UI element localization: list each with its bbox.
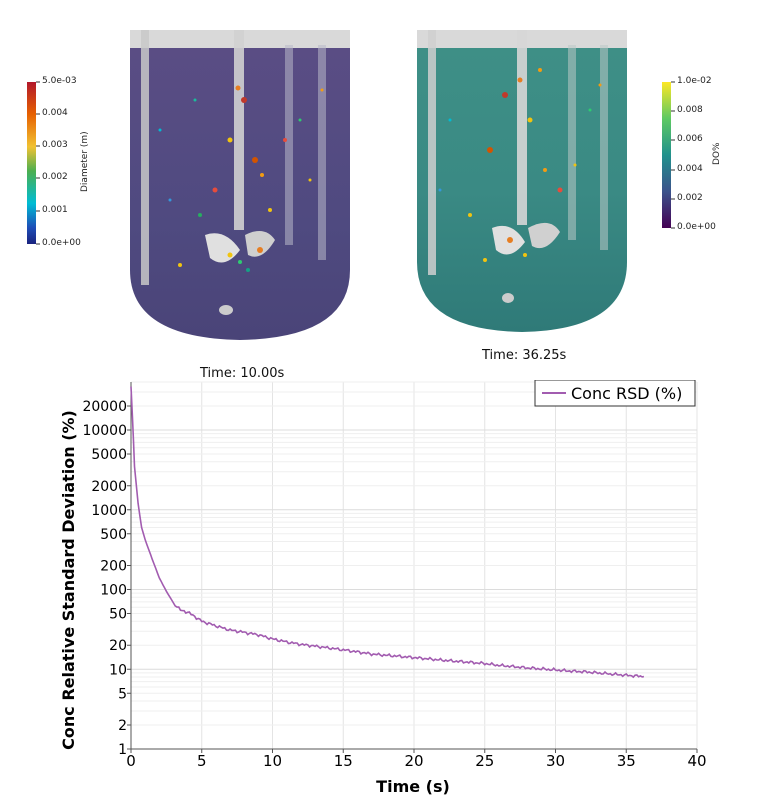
colorbar-right-title: DO% <box>712 142 722 165</box>
y-axis-label: Conc Relative Standard Deviation (%) <box>59 410 78 750</box>
particles-right <box>438 68 602 262</box>
x-tick-label: 25 <box>475 752 494 770</box>
colorbar-left-tick: 0.0e+00 <box>42 238 81 248</box>
colorbar-left-tick: 0.002 <box>42 172 68 182</box>
colorbar-left-tick: 0.003 <box>42 140 68 150</box>
y-tick-labels: 1 2 5 10 20 50 100 200 500 1000 2000 5000 10000 20000 <box>82 399 131 758</box>
colorbar-left-tick: 5.0e-03 <box>42 76 77 86</box>
particles-left <box>158 85 324 272</box>
y-tick-label: 1 <box>118 742 127 758</box>
x-tick-labels: 0 5 10 15 20 25 30 35 40 <box>126 749 707 770</box>
tank-left <box>130 30 350 340</box>
legend: Conc RSD (%) <box>534 380 696 407</box>
colorbar-left-tick: 0.001 <box>42 205 68 215</box>
y-tick-label: 100 <box>100 583 127 599</box>
colorbar-right-tick: 1.0e-02 <box>677 76 712 86</box>
series-line-conc-rsd <box>130 386 645 679</box>
x-tick-label: 5 <box>197 752 207 770</box>
y-tick-label: 1000 <box>91 503 127 519</box>
x-tick-label: 0 <box>126 752 136 770</box>
tank-right <box>417 30 627 332</box>
colorbar-right-tick: 0.006 <box>677 134 703 144</box>
simulation-renders <box>27 30 675 340</box>
x-tick-label: 35 <box>617 752 636 770</box>
x-axis-label: Time (s) <box>376 777 450 796</box>
y-tick-label: 2 <box>118 718 127 734</box>
x-tick-label: 20 <box>404 752 423 770</box>
colorbar-right-tick: 0.008 <box>677 105 703 115</box>
y-tick-label: 20 <box>109 638 127 654</box>
x-tick-label: 10 <box>263 752 282 770</box>
y-tick-label: 5000 <box>91 447 127 463</box>
x-tick-label: 30 <box>546 752 565 770</box>
colorbar-right-tick: 0.002 <box>677 193 703 203</box>
y-tick-label: 20000 <box>82 399 127 415</box>
colorbar-left <box>27 82 36 244</box>
y-tick-label: 2000 <box>91 479 127 495</box>
colorbar-right <box>662 82 671 228</box>
legend-label: Conc RSD (%) <box>571 384 682 403</box>
grid-lines <box>130 381 698 750</box>
y-tick-label: 10 <box>109 662 127 678</box>
colorbar-right-tick: 0.004 <box>677 164 703 174</box>
y-tick-label: 500 <box>100 527 127 543</box>
rsd-line-chart: 0 5 10 15 20 25 30 35 40 12510205010020050010002… <box>59 380 707 796</box>
x-tick-label: 15 <box>334 752 353 770</box>
y-tick-label: 200 <box>100 559 127 575</box>
y-tick-label: 50 <box>109 607 127 623</box>
colorbar-left-tick: 0.004 <box>42 108 68 118</box>
time-label-left: Time: 10.00s <box>200 366 285 381</box>
y-tick-label: 5 <box>118 686 127 702</box>
time-label-right: Time: 36.25s <box>482 348 567 363</box>
colorbar-left-title: Diameter (m) <box>80 131 90 192</box>
x-tick-label: 40 <box>687 752 706 770</box>
y-tick-label: 10000 <box>82 423 127 439</box>
colorbar-right-tick: 0.0e+00 <box>677 222 716 232</box>
